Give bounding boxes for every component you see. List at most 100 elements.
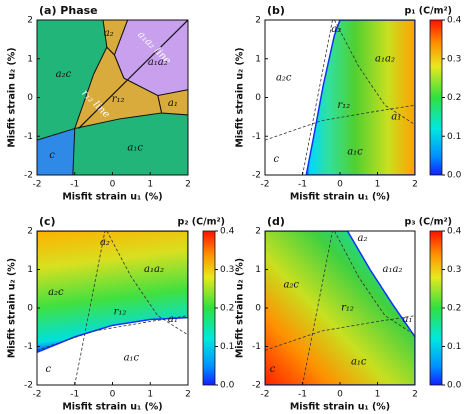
plot-area bbox=[265, 231, 415, 385]
colorbar-tick-label: 0.0 bbox=[220, 381, 235, 391]
y-axis-label: Misfit strain u₂ (%) bbox=[7, 258, 18, 358]
y-axis-label: Misfit strain u₂ (%) bbox=[7, 47, 18, 147]
region-label: a₂c bbox=[56, 69, 72, 80]
y-tick-label: 1 bbox=[255, 265, 261, 275]
colorbar-tick-label: 0.1 bbox=[447, 132, 461, 142]
y-tick-label: -1 bbox=[252, 342, 261, 352]
x-tick-label: -2 bbox=[261, 180, 270, 190]
y-tick-label: -2 bbox=[24, 171, 33, 181]
y-tick-label: -2 bbox=[24, 381, 33, 391]
y-tick-label: -1 bbox=[24, 342, 33, 352]
region-label: r₁₂ bbox=[112, 94, 125, 105]
x-axis-label: Misfit strain u₁ (%) bbox=[62, 402, 162, 413]
plot-area bbox=[265, 20, 415, 175]
region-label: a₂ bbox=[104, 28, 114, 39]
region-label: r₁₂ bbox=[341, 303, 354, 314]
panel-title: (a) Phase bbox=[39, 4, 98, 17]
colorbar-tick-label: 0.1 bbox=[220, 342, 234, 352]
region-label: a₁c bbox=[127, 142, 143, 153]
colorbar-tick-label: 0.4 bbox=[447, 16, 462, 26]
x-tick-label: -2 bbox=[33, 390, 42, 400]
phase-boundary bbox=[265, 104, 415, 141]
phase-boundary bbox=[265, 315, 415, 351]
colorbar bbox=[202, 230, 216, 386]
region-label: a₁a₂ bbox=[375, 53, 395, 64]
x-tick-label: -1 bbox=[298, 180, 307, 190]
y-tick-label: 2 bbox=[255, 16, 261, 26]
x-tick-label: 2 bbox=[412, 180, 418, 190]
region-label: a₁ bbox=[391, 111, 401, 122]
region-label: a₁ bbox=[403, 314, 413, 325]
region-label: a₂ bbox=[331, 24, 341, 35]
phase-boundary bbox=[334, 231, 415, 336]
region-label: a₂ bbox=[358, 233, 368, 244]
colorbar-tick-label: 0.3 bbox=[447, 265, 461, 275]
plot-area bbox=[37, 231, 188, 385]
colorbar bbox=[429, 19, 443, 176]
y-tick-label: -2 bbox=[252, 381, 261, 391]
y-tick-label: 2 bbox=[255, 227, 261, 237]
phase-region bbox=[102, 20, 129, 56]
polarization-field bbox=[265, 231, 415, 385]
x-tick-label: 1 bbox=[375, 390, 381, 400]
x-tick-label: -1 bbox=[298, 390, 307, 400]
x-tick-label: -2 bbox=[261, 390, 270, 400]
phase-boundary bbox=[74, 231, 106, 385]
region-label: r₁₂ bbox=[114, 306, 127, 317]
panel-title: (b) bbox=[267, 4, 285, 17]
colorbar-tick-label: 0.2 bbox=[447, 93, 461, 103]
y-axis-label: Misfit strain u₂ (%) bbox=[235, 47, 246, 147]
region-label: a₁ bbox=[168, 98, 178, 109]
a1a2-line bbox=[78, 20, 188, 129]
colorbar-label: p₃ (C/m²) bbox=[405, 217, 452, 228]
y-tick-label: 1 bbox=[27, 265, 33, 275]
x-tick-label: 1 bbox=[147, 180, 153, 190]
region-label: a₂c bbox=[283, 279, 299, 290]
x-axis-label: Misfit strain u₁ (%) bbox=[62, 192, 162, 203]
y-tick-label: -2 bbox=[252, 171, 261, 181]
y-tick-label: 2 bbox=[27, 16, 33, 26]
region-label: a₁ bbox=[168, 314, 178, 325]
region-label: a₁a₂ bbox=[148, 57, 168, 68]
polarization-field bbox=[305, 20, 415, 175]
region-label: a₂ bbox=[100, 237, 110, 248]
region-label: a₁c bbox=[124, 353, 140, 364]
colorbar-tick-label: 0.3 bbox=[447, 54, 461, 64]
x-tick-label: -1 bbox=[70, 390, 79, 400]
x-axis-label: Misfit strain u₁ (%) bbox=[290, 192, 390, 203]
region-label: a₁c bbox=[351, 356, 367, 367]
y-tick-label: 0 bbox=[255, 93, 261, 103]
phase-boundary bbox=[302, 231, 333, 385]
colorbar-tick-label: 0.0 bbox=[447, 171, 462, 181]
phase-region bbox=[37, 127, 76, 175]
region-label: a₂c bbox=[276, 73, 292, 84]
y-tick-label: 1 bbox=[27, 54, 33, 64]
y-tick-label: 0 bbox=[255, 304, 261, 314]
region-label: c bbox=[49, 150, 55, 161]
colorbar-label: p₁ (C/m²) bbox=[405, 6, 452, 17]
x-tick-label: 0 bbox=[110, 390, 116, 400]
colorbar-tick-label: 0.4 bbox=[220, 227, 235, 237]
colorbar-tick-label: 0.3 bbox=[220, 265, 234, 275]
region-label: c bbox=[270, 364, 276, 375]
y-tick-label: -1 bbox=[252, 132, 261, 142]
colorbar-label: p₂ (C/m²) bbox=[178, 217, 225, 228]
region-label: a₁c bbox=[347, 146, 363, 157]
y-tick-label: 0 bbox=[27, 304, 33, 314]
region-label: c bbox=[46, 364, 52, 375]
x-tick-label: -1 bbox=[70, 180, 79, 190]
panel-title: (d) bbox=[267, 215, 285, 228]
y-tick-label: -1 bbox=[24, 132, 33, 142]
x-tick-label: 2 bbox=[185, 390, 191, 400]
colorbar bbox=[429, 230, 443, 386]
phase-boundary bbox=[37, 315, 188, 351]
y-tick-label: 1 bbox=[255, 54, 261, 64]
region-label: a₁a₂ bbox=[383, 264, 403, 275]
x-tick-label: 2 bbox=[412, 390, 418, 400]
x-tick-label: 2 bbox=[185, 180, 191, 190]
x-tick-label: 1 bbox=[375, 180, 381, 190]
x-tick-label: 0 bbox=[337, 180, 343, 190]
panel-title: (c) bbox=[39, 215, 56, 228]
colorbar-tick-label: 0.0 bbox=[447, 381, 462, 391]
